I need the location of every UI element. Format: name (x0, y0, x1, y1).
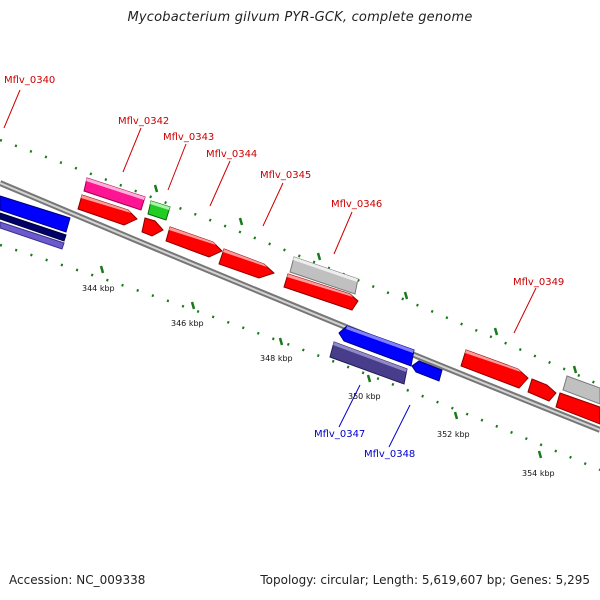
gene-pink[interactable] (83, 177, 146, 211)
kbp-label: 354 kbp (522, 469, 555, 478)
label-leaders-forward (3, 89, 537, 334)
kbp-label: 344 kbp (82, 284, 115, 293)
gene-reverse[interactable] (338, 325, 415, 367)
gene-reverse-slate[interactable] (329, 341, 408, 385)
gene-forward[interactable] (283, 273, 359, 311)
gene-forward[interactable] (77, 194, 138, 226)
kbp-label: 346 kbp (171, 319, 204, 328)
tick-ring-outer (0, 138, 600, 387)
gene-forward[interactable] (141, 217, 164, 237)
gene-label[interactable]: Mflv_0349 (513, 277, 564, 288)
label-leaders-reverse (338, 384, 411, 448)
gene-label[interactable]: Mflv_0348 (364, 449, 415, 460)
gene-label[interactable]: Mflv_0345 (260, 170, 311, 181)
gene-gray[interactable] (562, 375, 600, 405)
gene-reverse-light[interactable] (0, 221, 65, 250)
topology-text: Topology: circular; Length: 5,619,607 bp… (260, 573, 590, 587)
gene-forward[interactable] (527, 378, 557, 402)
kbp-label: 352 kbp (437, 430, 470, 439)
accession-text: Accession: NC_009338 (9, 573, 146, 587)
gene-label[interactable]: Mflv_0346 (331, 199, 382, 210)
genome-backbone (0, 180, 600, 433)
gene-label[interactable]: Mflv_0343 (163, 132, 214, 143)
kbp-label: 350 kbp (348, 392, 381, 401)
gene-forward[interactable] (218, 248, 275, 279)
gene-label[interactable]: Mflv_0340 (4, 75, 55, 86)
gene-label[interactable]: Mflv_0342 (118, 116, 169, 127)
gene-green[interactable] (147, 200, 171, 221)
gene-forward[interactable] (165, 226, 223, 258)
map-title: Mycobacterium gilvum PYR-GCK, complete g… (127, 10, 473, 25)
gene-reverse[interactable] (0, 195, 71, 233)
gene-gray[interactable] (289, 256, 359, 295)
gene-reverse-dark[interactable] (0, 212, 67, 242)
gene-reverse[interactable] (411, 360, 443, 382)
major-ticks (99, 184, 578, 459)
gene-forward[interactable] (460, 349, 529, 389)
gene-forward[interactable] (555, 392, 600, 425)
gene-label[interactable]: Mflv_0347 (314, 429, 365, 440)
kbp-label: 348 kbp (260, 354, 293, 363)
gene-label[interactable]: Mflv_0344 (206, 149, 257, 160)
